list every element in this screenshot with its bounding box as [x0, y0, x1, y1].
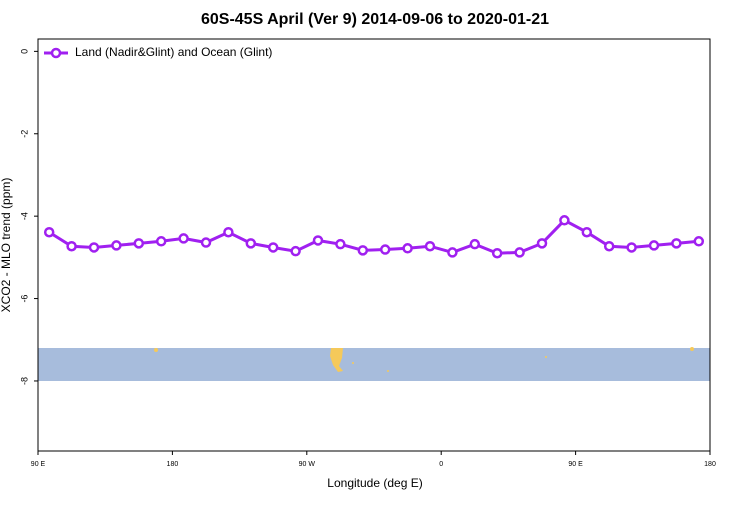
x-tick-label: 180 — [167, 461, 179, 468]
legend-marker — [50, 47, 62, 59]
y-tick-label: -2 — [19, 130, 29, 138]
plot-frame — [37, 38, 711, 452]
land — [154, 347, 694, 372]
data-point — [424, 240, 436, 252]
data-point — [603, 240, 615, 252]
data-point — [536, 238, 548, 249]
data-point — [245, 238, 257, 249]
data-point — [693, 236, 705, 247]
data-point — [357, 245, 369, 256]
data-point — [290, 245, 301, 257]
x-tick-label: 180 — [704, 461, 716, 468]
legend-label: Land (Nadir&Glint) and Ocean (Glint) — [75, 45, 272, 59]
data-point — [111, 240, 122, 251]
map-band — [38, 348, 710, 381]
data-point — [66, 240, 77, 252]
y-tick-label: -8 — [19, 377, 29, 385]
y-tick-label: -4 — [19, 212, 29, 220]
data-point — [43, 226, 55, 238]
y-axis-label: XCO2 - MLO trend (ppm) — [0, 178, 13, 313]
data-point — [312, 235, 324, 246]
data-point — [200, 237, 212, 248]
data-point — [178, 233, 189, 244]
data-point — [267, 242, 279, 253]
x-axis-label: Longitude (deg E) — [327, 476, 422, 490]
x-tick-label: 0 — [439, 461, 443, 468]
data-point — [581, 226, 593, 238]
data-point — [671, 238, 682, 249]
data-point — [626, 242, 637, 253]
data-point — [88, 242, 100, 253]
data-point — [379, 244, 391, 255]
data-point — [155, 236, 167, 247]
data-point — [469, 238, 481, 250]
data-point — [133, 238, 145, 249]
x-tick-label: 90 W — [299, 461, 316, 468]
data-point — [491, 247, 503, 259]
series-line — [48, 218, 699, 255]
y-tick-label: -6 — [19, 295, 29, 303]
data-point — [402, 243, 413, 254]
x-tick-label: 90 E — [31, 461, 46, 468]
chart-title: 60S-45S April (Ver 9) 2014-09-06 to 2020… — [201, 11, 549, 28]
data-point — [514, 247, 525, 258]
data-point — [447, 247, 458, 258]
y-tick-label: 0 — [19, 49, 29, 54]
data-point — [648, 240, 660, 251]
data-point — [559, 215, 570, 226]
data-point — [335, 238, 346, 250]
x-tick-label: 90 E — [568, 461, 583, 468]
data-point — [223, 226, 234, 238]
